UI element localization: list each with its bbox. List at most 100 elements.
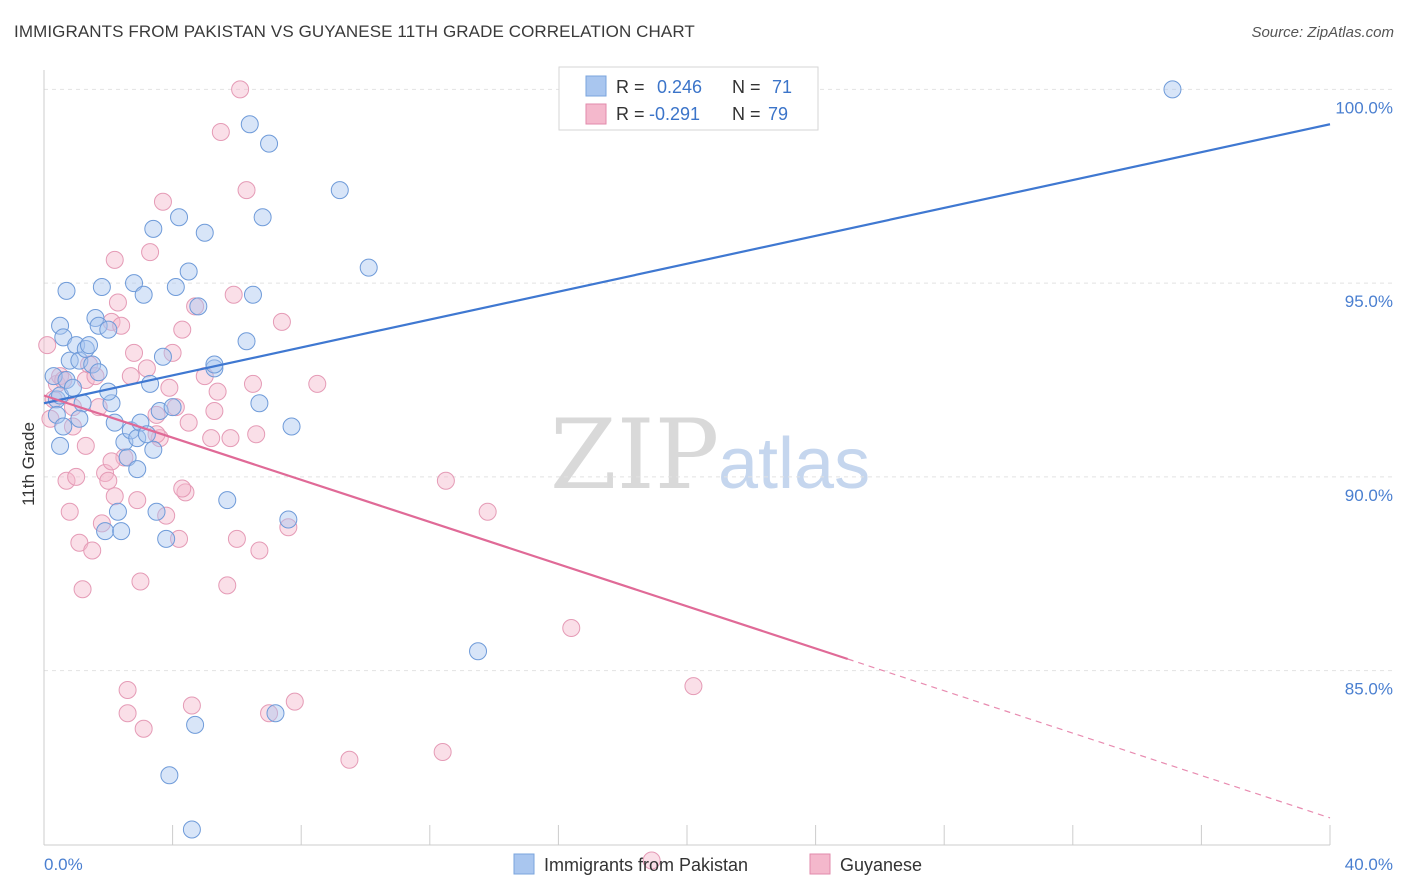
y-tick-label: 95.0% [1345, 292, 1393, 311]
pakistan-point [134, 285, 153, 304]
guyanese-point [227, 529, 246, 548]
guyanese-point [237, 181, 256, 200]
pakistan-point [279, 510, 298, 529]
legend-r-label-1: R = [616, 77, 645, 97]
guyanese-point [105, 250, 124, 269]
guyanese-point [83, 541, 102, 560]
guyanese-point [163, 343, 182, 362]
pakistan-point [51, 436, 70, 455]
pakistan-point [182, 820, 201, 839]
guyanese-point [272, 312, 291, 331]
guyanese-point [141, 243, 160, 262]
guyanese-point [218, 576, 237, 595]
pakistan-point [60, 351, 79, 370]
guyanese-point [137, 359, 156, 378]
guyanese-point [208, 382, 227, 401]
chart-title: IMMIGRANTS FROM PAKISTAN VS GUYANESE 11T… [14, 22, 695, 41]
pakistan-trend-line [43, 123, 1331, 405]
guyanese-point [125, 343, 144, 362]
guyanese-point [173, 479, 192, 498]
guyanese-point [231, 80, 250, 99]
pakistan-point [469, 642, 488, 661]
pakistan-point [108, 502, 127, 521]
pakistan-point [89, 316, 108, 335]
watermark-atlas: atlas [718, 424, 870, 504]
pakistan-point [144, 440, 163, 459]
bottom-legend-label-guyanese: Guyanese [840, 855, 922, 875]
guyanese-point [221, 429, 240, 448]
guyanese-point [340, 750, 359, 769]
pakistan-point [260, 134, 279, 153]
pakistan-point [102, 394, 121, 413]
pakistan-point [47, 405, 66, 424]
guyanese-point [285, 692, 304, 711]
pakistan-point [80, 336, 99, 355]
pakistan-point [243, 285, 262, 304]
guyanese-point [60, 502, 79, 521]
guyanese-point [642, 851, 661, 870]
y-tick-label: 85.0% [1345, 680, 1393, 699]
pakistan-point [128, 429, 147, 448]
legend-n-value-1: 71 [772, 77, 792, 97]
legend-r-value-2: -0.291 [649, 104, 700, 124]
guyanese-point [118, 681, 137, 699]
pakistan-point [330, 181, 349, 200]
guyanese-point [247, 425, 266, 444]
pakistan-point [153, 347, 172, 366]
guyanese-trend-line [43, 394, 849, 661]
pakistan-point [99, 320, 118, 339]
y-axis-title: 11th Grade [19, 422, 38, 506]
legend-swatch-pink [585, 103, 607, 125]
pakistan-point [179, 262, 198, 281]
guyanese-point [102, 452, 121, 471]
guyanese-point [105, 487, 124, 506]
pakistan-point [195, 223, 214, 242]
legend-n-label-2: N = [732, 104, 761, 124]
pakistan-point [282, 417, 301, 436]
guyanese-point [38, 336, 57, 355]
pakistan-point [163, 398, 182, 417]
pakistan-point [189, 297, 208, 316]
y-tick-label: 90.0% [1345, 486, 1393, 505]
series-legend: Immigrants from Pakistan Guyanese [513, 853, 922, 875]
legend-r-value-1: 0.246 [657, 77, 702, 97]
pakistan-point [1163, 80, 1182, 99]
pakistan-point [118, 448, 137, 467]
guyanese-trend-extension [847, 658, 1331, 819]
trend-lines [43, 123, 1331, 819]
pakistan-point [57, 281, 76, 300]
guyanese-point [134, 719, 153, 738]
guyanese-point [76, 436, 95, 455]
guyanese-point [108, 293, 127, 312]
watermark-zip: ZIP [550, 399, 719, 511]
axes: 85.0% 90.0% 95.0% 100.0% [43, 70, 1393, 846]
pakistan-point [92, 278, 111, 296]
guyanese-point [131, 572, 150, 591]
guyanese-point [205, 402, 224, 420]
guyanese-point [243, 374, 262, 393]
bottom-legend-swatch-pakistan [513, 853, 535, 875]
guyanese-point [118, 704, 137, 723]
guyanese-point [279, 518, 298, 537]
guyanese-point [160, 378, 179, 397]
legend-n-label-1: N = [732, 77, 761, 97]
guyanese-point [436, 471, 455, 490]
pakistan-point [250, 394, 269, 413]
bottom-legend-swatch-guyanese [809, 853, 831, 875]
guyanese-point [182, 696, 201, 715]
pakistan-point [166, 278, 185, 296]
guyanese-point [433, 743, 452, 761]
pakistan-point [237, 332, 256, 351]
x-tick-label-max: 40.0% [1345, 855, 1393, 874]
pakistan-point [67, 336, 86, 355]
guyanese-point [73, 580, 92, 599]
legend-swatch-blue [585, 75, 607, 97]
pakistan-point [89, 363, 108, 382]
guyanese-point [211, 123, 230, 141]
guyanese-point [153, 192, 172, 211]
guyanese-point [99, 471, 118, 490]
guyanese-point [202, 429, 221, 448]
pakistan-point [144, 219, 163, 238]
pakistan-point [359, 258, 378, 277]
